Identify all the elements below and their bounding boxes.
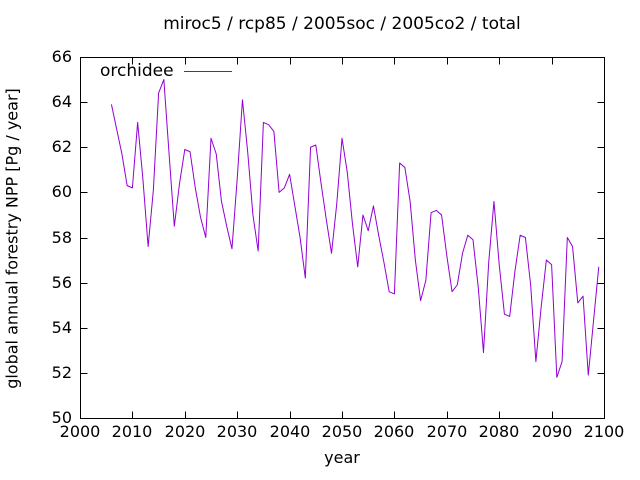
y-tick-label: 54	[52, 318, 72, 337]
y-tick-label: 66	[52, 47, 72, 66]
x-tick-label: 2020	[165, 422, 206, 441]
x-tick-label: 2070	[427, 422, 468, 441]
y-tick-label: 58	[52, 228, 72, 247]
y-tick-label: 62	[52, 137, 72, 156]
x-tick-label: 2080	[479, 422, 520, 441]
chart-title: miroc5 / rcp85 / 2005soc / 2005co2 / tot…	[163, 14, 521, 34]
legend-series-label: orchidee	[100, 61, 174, 81]
npp-series-line	[110, 79, 600, 378]
x-tick-label: 2090	[532, 422, 573, 441]
x-tick-label: 2000	[60, 422, 101, 441]
y-tick-label: 50	[52, 408, 72, 427]
x-tick-label: 2010	[112, 422, 153, 441]
x-tick-label: 2100	[584, 422, 625, 441]
x-tick-label: 2050	[322, 422, 363, 441]
y-tick-label: 60	[52, 182, 72, 201]
x-tick-label: 2040	[270, 422, 311, 441]
x-tick-label: 2030	[217, 422, 258, 441]
x-tick-label: 2060	[374, 422, 415, 441]
y-tick-label: 56	[52, 273, 72, 292]
y-tick-label: 64	[52, 92, 72, 111]
y-tick-label: 52	[52, 363, 72, 382]
x-axis-label: year	[324, 448, 360, 467]
legend: orchidee	[100, 61, 232, 81]
legend-line-sample-icon	[183, 70, 232, 72]
